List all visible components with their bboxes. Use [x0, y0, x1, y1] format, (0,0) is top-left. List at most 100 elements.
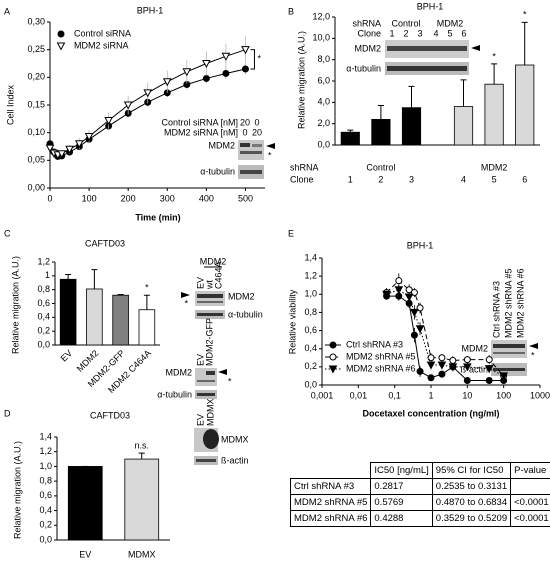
blot — [197, 301, 223, 303]
bar — [138, 309, 156, 346]
blot — [252, 144, 262, 147]
blot-label: MDM2 — [209, 140, 236, 150]
table-cell: <0.0001 — [510, 510, 550, 527]
panel-letter: C — [4, 228, 11, 238]
blot — [197, 380, 215, 382]
table-cell: IC50 [ng/mL] — [370, 462, 433, 479]
y-tick-label: 0,0 — [304, 379, 317, 389]
marker — [222, 69, 230, 77]
blot-band — [203, 429, 219, 449]
y-tick-label: 0,2 — [304, 361, 317, 371]
marker — [395, 277, 403, 285]
marker — [57, 150, 67, 159]
blot — [240, 170, 262, 174]
blot-label: Control — [391, 18, 420, 28]
panel-letter: D — [4, 408, 11, 418]
blot — [197, 313, 223, 316]
blot — [387, 46, 467, 51]
error-bar — [491, 63, 498, 85]
chart-title: BPH-1 — [407, 240, 434, 250]
y-tick-label: 0,6 — [304, 325, 317, 335]
error-bar — [377, 105, 384, 120]
blot-label: MDM2 shRNA #5 — [503, 268, 513, 338]
error-bar — [138, 452, 145, 460]
y-tick-label: 1,4 — [39, 431, 52, 441]
y-tick-label: 0,10 — [27, 127, 45, 137]
table-cell: 95% CI for IC50 — [431, 462, 512, 479]
y-tick-label: 8,0 — [317, 54, 330, 64]
y-tick-label: 1,0 — [39, 461, 52, 471]
blot-label: MDM2-GFP — [204, 318, 214, 366]
blot — [493, 344, 525, 348]
blot — [196, 459, 216, 462]
blot — [197, 294, 223, 298]
blot-arrow — [218, 369, 227, 375]
x-tick-label: EV — [79, 549, 91, 559]
marker — [104, 116, 113, 126]
blot-label: 6 — [461, 28, 466, 38]
blot-label: EV — [195, 277, 205, 289]
y-tick-label: 4,0 — [317, 97, 330, 107]
x-tick-label: MDMX — [128, 549, 156, 559]
y-tick-label: 0,8 — [37, 284, 50, 294]
marker — [74, 140, 84, 149]
marker — [410, 308, 419, 317]
table-row: Ctrl shRNA #3 0.2817 0.2535 to 0.3131 — [289, 478, 550, 495]
marker — [241, 65, 249, 73]
y-tick-label: 0,30 — [27, 16, 45, 26]
x-tick-label: 100 — [82, 193, 97, 203]
error-bar — [91, 269, 98, 289]
marker — [463, 356, 471, 364]
x-tick-label: 500 — [238, 193, 253, 203]
marker — [45, 144, 55, 153]
axis-label: Time (min) — [135, 212, 180, 222]
x-tick-label: 200 — [121, 193, 136, 203]
table-cell: P-value — [510, 462, 550, 479]
marker — [394, 286, 404, 295]
blot-arrow — [471, 45, 480, 51]
blot-label: MDMX — [205, 399, 215, 427]
chart-title: CAFTD03 — [85, 238, 125, 248]
blot-label: 3 — [417, 28, 422, 38]
y-tick-label: 2,0 — [317, 118, 330, 128]
error-bar — [143, 294, 150, 310]
bar — [86, 288, 103, 346]
marker — [241, 46, 250, 55]
y-tick-label: 0,6 — [39, 490, 52, 500]
group-label: Control — [366, 162, 395, 172]
table-cell: Ctrl shRNA #3 — [289, 478, 372, 495]
y-tick-label: 0,25 — [27, 44, 45, 54]
marker — [416, 304, 424, 312]
x-tick-label: 400 — [199, 193, 214, 203]
x-tick-label: 0 — [47, 193, 52, 203]
legend-marker — [57, 30, 65, 38]
blot — [491, 340, 527, 358]
axis-label: Relative migration (A.U.) — [12, 441, 22, 539]
panel-letter: A — [4, 6, 10, 16]
legend-marker — [329, 353, 337, 361]
marker — [438, 370, 446, 378]
table-cell: <0.0001 — [510, 494, 550, 511]
bar — [340, 131, 360, 146]
blot — [197, 393, 215, 396]
table-cell: 0.4870 to 0.6834 — [431, 494, 512, 511]
blot-label: MDM2 siRNA [nM] — [164, 127, 238, 137]
legend-label: MDM2 shRNA #5 — [346, 351, 416, 361]
y-tick-label: 1,0 — [304, 289, 317, 299]
bar — [484, 83, 504, 146]
blot — [195, 368, 217, 386]
error-bar — [408, 85, 415, 108]
table-cell: 0.2535 to 0.3131 — [431, 478, 512, 495]
y-tick-label: 1,2 — [37, 256, 50, 266]
blot-label: * — [268, 150, 272, 160]
blot-arrow — [181, 292, 190, 298]
blot-label: MDM2 — [437, 18, 464, 28]
bar — [112, 294, 129, 346]
marker — [499, 372, 509, 381]
table-cell: 0.2817 — [370, 478, 433, 495]
blot-label: α-tubulin — [157, 389, 192, 399]
axis-label: Cell Index — [5, 84, 15, 125]
table-cell: MDM2 shRNA #6 — [289, 510, 372, 527]
blot-label: MDM2 — [166, 367, 193, 377]
